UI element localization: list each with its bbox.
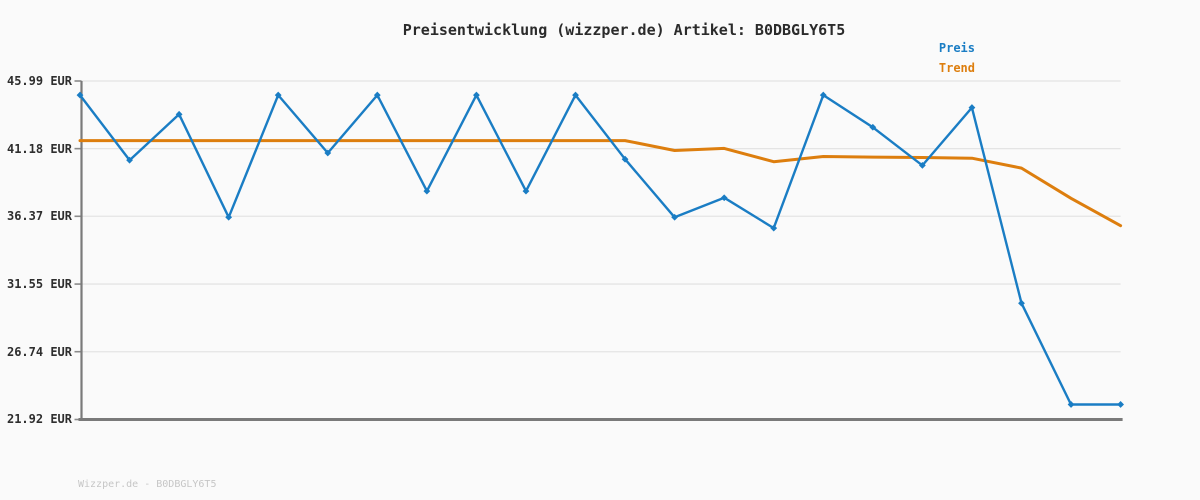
- preis-data-point-marker: [76, 91, 84, 99]
- preis-data-point-marker: [175, 110, 183, 118]
- preis-data-point-marker: [373, 91, 381, 99]
- preis-data-point-marker: [324, 149, 332, 157]
- preis-data-point-marker: [968, 104, 976, 111]
- y-axis-tick-label: 26.74 EUR: [6, 345, 72, 359]
- preis-data-point-marker: [621, 155, 629, 163]
- preis-data-point-marker: [225, 213, 233, 221]
- y-axis-tick-label: 41.18 EUR: [6, 142, 72, 156]
- preis-data-point-marker: [671, 213, 679, 221]
- legend-entry-trend: Trend: [938, 61, 975, 75]
- preis-data-point-marker: [1067, 401, 1075, 408]
- y-axis-tick-label: 45.99 EUR: [6, 74, 72, 88]
- legend-entry-preis: Preis: [938, 41, 975, 55]
- preis-data-point-marker: [770, 224, 778, 232]
- y-axis-tick-label: 36.37 EUR: [6, 209, 72, 223]
- preis-data-point-marker: [720, 194, 728, 202]
- preis-line: [78, 93, 1122, 406]
- preis-data-point-marker: [473, 91, 480, 99]
- chart-legend: Preis Trend: [939, 38, 975, 78]
- preis-data-point-marker: [572, 91, 579, 99]
- preis-data-point-marker: [522, 187, 530, 195]
- y-axis-tick-label: 31.55 EUR: [6, 277, 72, 291]
- preis-data-point-marker: [819, 91, 827, 99]
- preis-data-point-marker: [274, 91, 282, 99]
- y-axis-tick-label: 21.92 EUR: [6, 412, 72, 426]
- preis-data-point-marker: [126, 156, 133, 164]
- trend-line: [78, 139, 1123, 228]
- chart-title: Preisentwicklung (wizzper.de) Artikel: B…: [402, 21, 846, 39]
- preis-data-point-marker: [869, 123, 877, 131]
- preis-data-point-marker: [1117, 401, 1124, 408]
- preis-data-point-marker: [1018, 299, 1025, 307]
- watermark-text: Wizzper.de - B0DBGLY6T5: [78, 479, 217, 490]
- preis-data-point-marker: [918, 161, 926, 169]
- preis-data-point-marker: [423, 187, 431, 195]
